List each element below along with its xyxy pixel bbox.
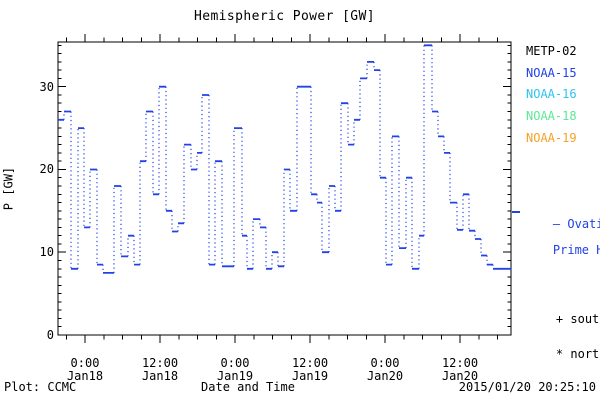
asterisk-symbol: *	[555, 347, 564, 361]
y-tick-label-20: 20	[39, 162, 54, 177]
y-tick-label-0: 0	[46, 328, 54, 342]
legend-item-noaa-18: NOAA-18	[526, 109, 577, 124]
legend-item-metp-02: METP-02	[526, 44, 577, 58]
plot-credit: Plot: CCMC	[4, 380, 77, 394]
x-tick-label-Jan20-000: 0:00 Jan20	[366, 356, 404, 383]
x-tick-label-Jan18-1200: 12:00 Jan18	[141, 356, 179, 383]
ovation-label-line2: Prime HPI	[552, 243, 600, 257]
ovation-line-sample: —	[552, 217, 561, 231]
y-tick-label-30: 30	[39, 79, 54, 94]
plot-frame	[57, 41, 512, 336]
x-tick-label-Jan18-000: 0:00 Jan18	[66, 356, 104, 383]
x-axis-title: Date and Time	[201, 380, 295, 394]
legend-item-noaa-16: NOAA-16	[526, 87, 577, 102]
y-ticks	[58, 44, 511, 328]
x-ticks	[65, 34, 498, 343]
x-tick-label-Jan19-1200: 12:00 Jan19	[291, 356, 329, 383]
legend-item-noaa-15: NOAA-15	[526, 65, 577, 80]
south-marker-key: + south	[527, 300, 600, 339]
plus-symbol: +	[555, 312, 564, 326]
chart-title: Hemispheric Power [GW]	[194, 9, 375, 24]
north-marker-key: * north	[527, 335, 600, 374]
hpi-step-line	[58, 44, 511, 274]
south-label: south	[570, 312, 600, 326]
x-tick-label-Jan20-1200: 12:00 Jan20	[441, 356, 479, 383]
legend-item-noaa-19: NOAA-19	[526, 130, 577, 145]
y-axis-title: P [GW]	[1, 166, 16, 211]
plot-timestamp: 2015/01/20 20:25:10	[458, 380, 596, 394]
north-label: north	[570, 347, 600, 361]
ovation-prime-hpi-label: — Ovation Prime HPI	[524, 205, 600, 270]
ovation-label-line1: Ovation	[567, 217, 600, 231]
x-tick-label-Jan19-000: 0:00 Jan19	[216, 356, 254, 383]
y-tick-label-10: 10	[39, 245, 54, 260]
